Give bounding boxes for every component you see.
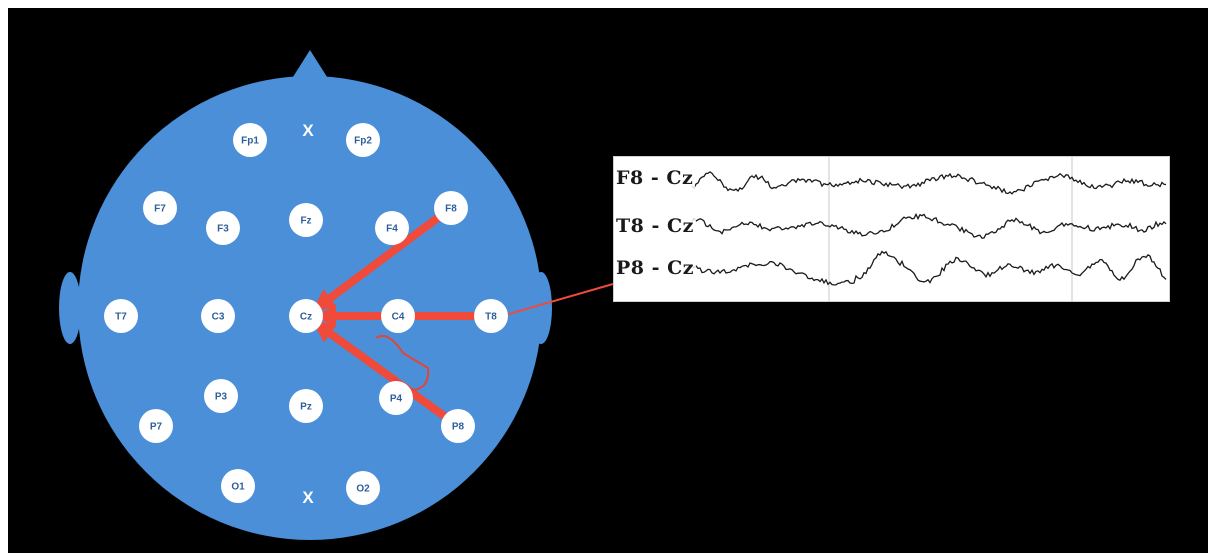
eeg-waveform-1 — [691, 212, 1167, 239]
electrode-label: C3 — [212, 312, 225, 323]
electrode-dot — [143, 191, 177, 225]
arrow-p8-to-cz — [319, 324, 462, 430]
trace-label-p8-cz: P8 - Cz — [616, 257, 697, 279]
eeg-trace-panel: F8 - Cz T8 - Cz P8 - Cz — [613, 156, 1170, 302]
electrode-label: O1 — [231, 482, 245, 493]
electrode-dot — [289, 389, 323, 423]
electrode-label: F4 — [386, 224, 398, 235]
electrode-pz: Pz — [289, 389, 323, 423]
electrode-dot — [474, 299, 508, 333]
electrode-label: O2 — [356, 484, 370, 495]
electrode-dot — [375, 211, 409, 245]
connector-line — [487, 283, 614, 321]
electrode-o1: O1 — [221, 469, 255, 503]
electrode-dot — [381, 299, 415, 333]
electrode-p8: P8 — [441, 409, 475, 443]
electrode-label: Fz — [300, 216, 311, 227]
electrode-label: F8 — [445, 204, 457, 215]
left-ear — [59, 272, 81, 344]
electrode-f7: F7 — [143, 191, 177, 225]
electrode-t8: T8 — [474, 299, 508, 333]
electrode-dot — [233, 123, 267, 157]
electrode-dot — [206, 211, 240, 245]
electrode-dot — [346, 123, 380, 157]
eeg-montage-diagram: Fp1 Fp2 F7 F3 Fz F4 F8 T7 C3 Cz C4 T8 P7 P3 Pz P4 P8 O1 O2… — [59, 50, 614, 540]
electrode-label: Fp1 — [241, 136, 259, 147]
electrode-p7: P7 — [139, 409, 173, 443]
arrowhead-t8 — [314, 305, 336, 327]
electrode-p3: P3 — [204, 379, 238, 413]
electrode-label: F7 — [154, 204, 166, 215]
back-marker: X — [302, 488, 314, 507]
electrode-f3: F3 — [206, 211, 240, 245]
electrode-label: Fp2 — [354, 136, 372, 147]
electrode-f8: F8 — [434, 191, 468, 225]
electrode-label: T8 — [485, 312, 497, 323]
electrode-o2: O2 — [346, 471, 380, 505]
electrode-label: P8 — [452, 422, 465, 433]
electrode-label: P3 — [215, 392, 228, 403]
electrode-dot — [139, 409, 173, 443]
electrode-dot — [221, 469, 255, 503]
electrode-dot — [379, 381, 413, 415]
electrode-dot — [201, 299, 235, 333]
trace-label-t8-cz: T8 - Cz — [616, 215, 696, 237]
electrode-label: P4 — [390, 394, 403, 405]
electrode-t7: T7 — [104, 299, 138, 333]
eeg-waveform-2 — [691, 250, 1167, 286]
eeg-waveform-0 — [691, 171, 1167, 195]
electrode-label: Pz — [300, 402, 312, 413]
electrode-label: Cz — [300, 312, 312, 323]
electrode-label: P7 — [150, 422, 163, 433]
electrode-c3: C3 — [201, 299, 235, 333]
diagram-canvas: Fp1 Fp2 F7 F3 Fz F4 F8 T7 C3 Cz C4 T8 P7 P3 Pz P4 P8 O1 O2… — [8, 8, 1208, 553]
electrode-dot — [104, 299, 138, 333]
electrode-label: C4 — [392, 312, 405, 323]
electrode-p4: P4 — [379, 381, 413, 415]
electrode-label: F3 — [217, 224, 229, 235]
electrode-dot — [204, 379, 238, 413]
electrode-f4: F4 — [375, 211, 409, 245]
electrode-c4: C4 — [381, 299, 415, 333]
electrode-fz: Fz — [289, 203, 323, 237]
electrode-dot — [346, 471, 380, 505]
electrode-dot — [434, 191, 468, 225]
electrode-fp1: Fp1 — [233, 123, 267, 157]
electrode-fp2: Fp2 — [346, 123, 380, 157]
trace-label-f8-cz: F8 - Cz — [616, 167, 696, 189]
front-marker: X — [302, 121, 314, 140]
electrode-dot — [441, 409, 475, 443]
eeg-traces — [691, 157, 1167, 301]
annotation-scribble — [375, 334, 430, 392]
electrode-dot — [289, 203, 323, 237]
electrode-label: T7 — [115, 312, 127, 323]
electrode-cz: Cz — [289, 299, 323, 333]
electrode-dot — [289, 299, 323, 333]
arrow-f8-to-cz — [319, 204, 455, 307]
electrodes-layer: Fp1 Fp2 F7 F3 Fz F4 F8 T7 C3 Cz C4 T8 P7 P3 Pz P4 P8 O1 O2 — [104, 123, 508, 505]
